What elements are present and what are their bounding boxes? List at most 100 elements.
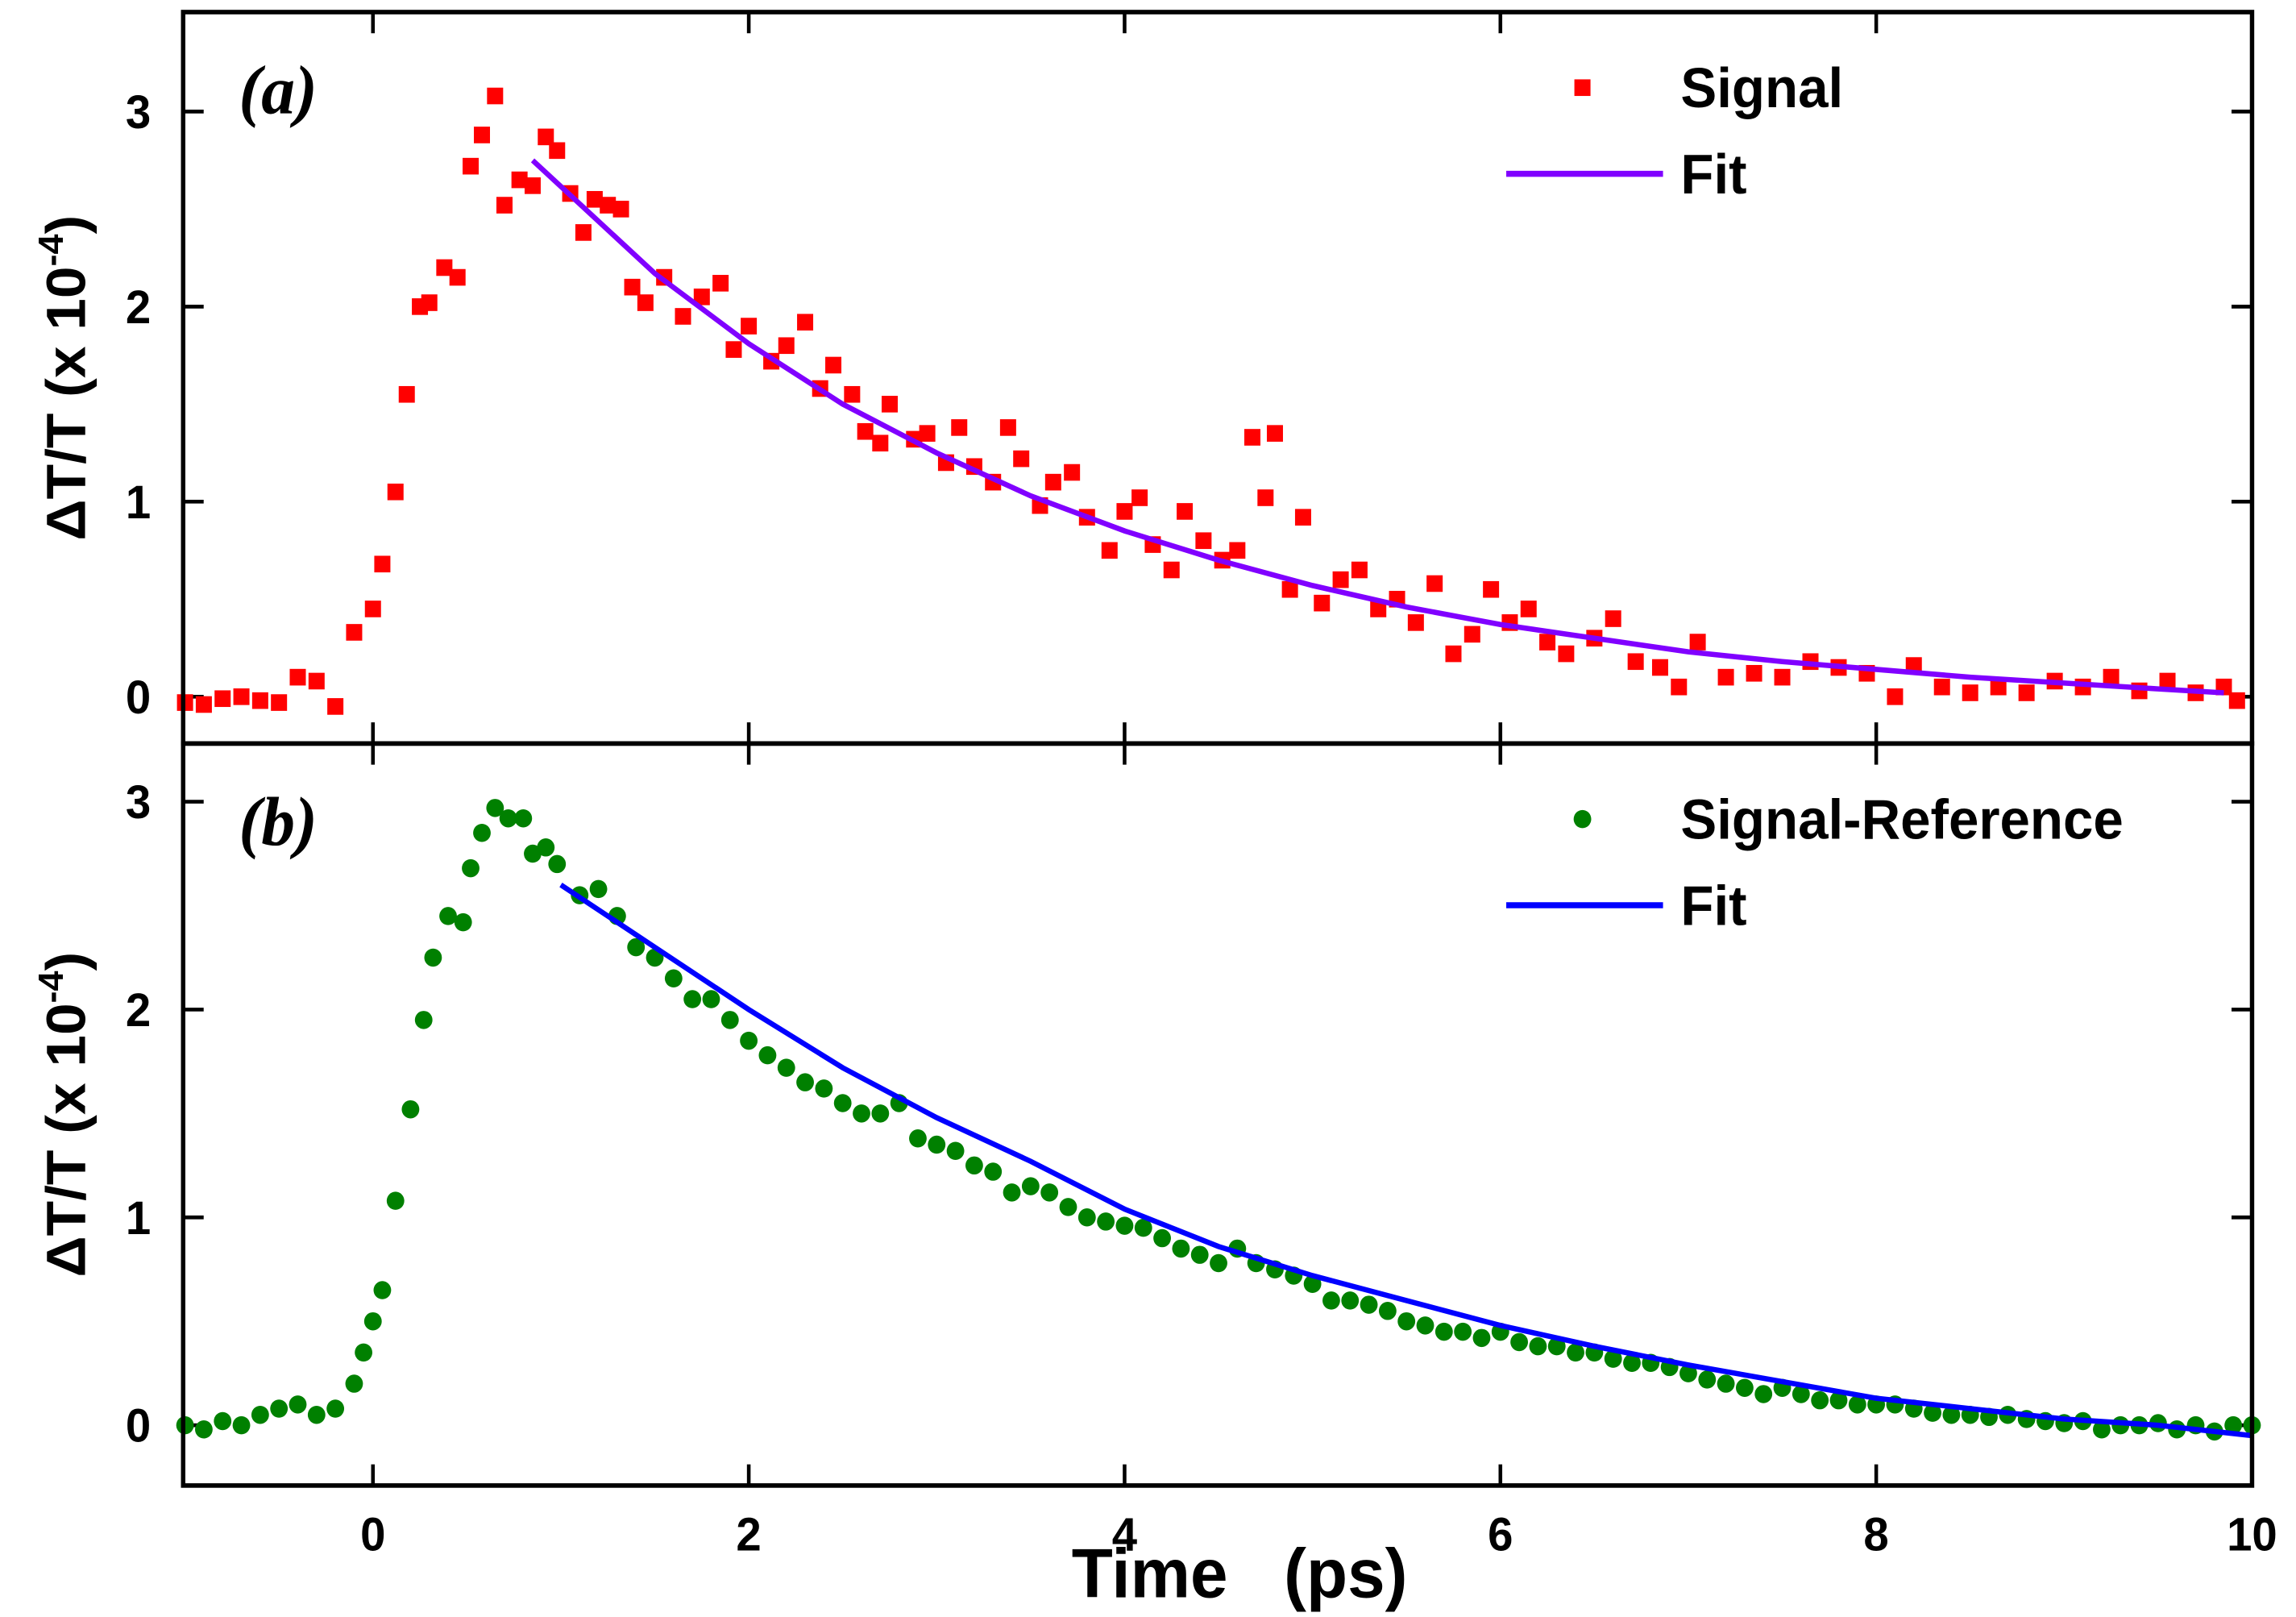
data-point	[1679, 1364, 1697, 1382]
data-point	[496, 197, 513, 214]
data-point	[702, 990, 720, 1008]
data-point	[1735, 1378, 1754, 1397]
y-tick-label: 1	[126, 476, 151, 529]
data-point	[844, 385, 861, 403]
data-point	[1426, 575, 1443, 592]
data-point	[308, 672, 325, 690]
data-point	[363, 1311, 382, 1331]
data-point	[2228, 692, 2245, 709]
data-point	[928, 1135, 946, 1154]
data-point	[439, 907, 457, 925]
x-axis-label: Time (ps)	[1072, 1534, 1408, 1611]
data-point	[1520, 601, 1537, 617]
data-point	[1059, 1198, 1077, 1216]
data-point	[1962, 684, 1978, 701]
data-point	[345, 1374, 363, 1393]
x-tick-label: 6	[1488, 1509, 1513, 1561]
data-point	[1177, 503, 1194, 520]
y-label-exponent: -4	[32, 971, 71, 1003]
data-point	[1021, 1177, 1040, 1195]
data-point	[1811, 1390, 1829, 1410]
data-point	[436, 259, 453, 276]
data-point	[1698, 1370, 1717, 1389]
data-point	[1529, 1336, 1547, 1356]
data-point	[401, 1099, 420, 1119]
data-point	[463, 157, 480, 175]
x-tick-label: 0	[360, 1509, 385, 1561]
data-point	[355, 1343, 373, 1362]
data-point	[1115, 1216, 1134, 1235]
data-point	[1671, 678, 1688, 696]
y-tick-label: 2	[126, 984, 151, 1037]
data-point	[1332, 571, 1349, 588]
data-point	[741, 318, 758, 335]
data-point	[307, 1405, 326, 1424]
data-point	[999, 419, 1016, 436]
data-point	[1627, 653, 1644, 671]
data-point	[1116, 503, 1133, 520]
legend-label: Fit	[1680, 143, 1746, 206]
data-point	[1567, 1343, 1584, 1362]
data-point	[1351, 561, 1368, 579]
data-point	[853, 1104, 870, 1123]
data-point	[777, 1058, 795, 1077]
data-point	[1829, 1390, 1848, 1410]
data-point	[1013, 450, 1030, 468]
data-point	[600, 197, 617, 214]
data-point	[1942, 1405, 1961, 1424]
data-point	[919, 425, 936, 442]
data-point	[271, 694, 288, 711]
data-point	[720, 1011, 739, 1029]
data-point	[881, 396, 898, 413]
data-point	[1294, 509, 1311, 526]
plot-frame	[181, 741, 2255, 1488]
panel-label: (b)	[239, 784, 318, 860]
y-tick-label: 0	[126, 1400, 151, 1453]
data-point	[1407, 614, 1424, 631]
data-point	[2093, 1420, 2111, 1439]
data-point	[1434, 1322, 1453, 1341]
data-point	[1651, 659, 1668, 676]
data-point	[1163, 561, 1180, 579]
data-point	[1003, 1183, 1021, 1202]
data-point	[251, 692, 268, 709]
data-point	[1378, 1302, 1397, 1320]
data-point	[1322, 1291, 1340, 1310]
y-label-text: ΔT/T (x 10	[34, 1003, 97, 1277]
data-point	[575, 224, 592, 241]
data-point	[778, 337, 795, 355]
data-point	[1924, 1403, 1941, 1422]
data-point	[1558, 645, 1575, 663]
data-point	[1281, 580, 1298, 598]
data-point	[1360, 1295, 1378, 1314]
data-point	[454, 912, 472, 932]
panel-label: (a)	[239, 52, 318, 128]
legend-label: Fit	[1680, 875, 1746, 937]
data-point	[624, 278, 641, 296]
data-point	[797, 314, 814, 331]
data-point	[1483, 580, 1500, 598]
data-point	[374, 555, 391, 573]
y-label-text: ΔT/T (x 10	[34, 266, 97, 540]
data-point	[683, 990, 702, 1008]
data-point	[825, 356, 842, 374]
data-point	[2103, 668, 2120, 686]
data-point	[548, 854, 567, 874]
data-point	[499, 808, 517, 828]
data-point	[1774, 668, 1791, 686]
data-point	[327, 698, 344, 715]
data-point	[1341, 1291, 1360, 1310]
data-point	[1044, 473, 1061, 491]
legend-marker	[1573, 809, 1592, 829]
data-point	[965, 1156, 983, 1175]
data-point	[1887, 688, 1904, 705]
y-label-close: )	[34, 952, 97, 971]
data-point	[1472, 1328, 1491, 1348]
data-point	[524, 177, 541, 194]
data-point	[1605, 610, 1621, 627]
y-tick-label: 2	[126, 281, 151, 334]
data-point	[725, 341, 742, 358]
data-point	[2224, 1415, 2243, 1435]
